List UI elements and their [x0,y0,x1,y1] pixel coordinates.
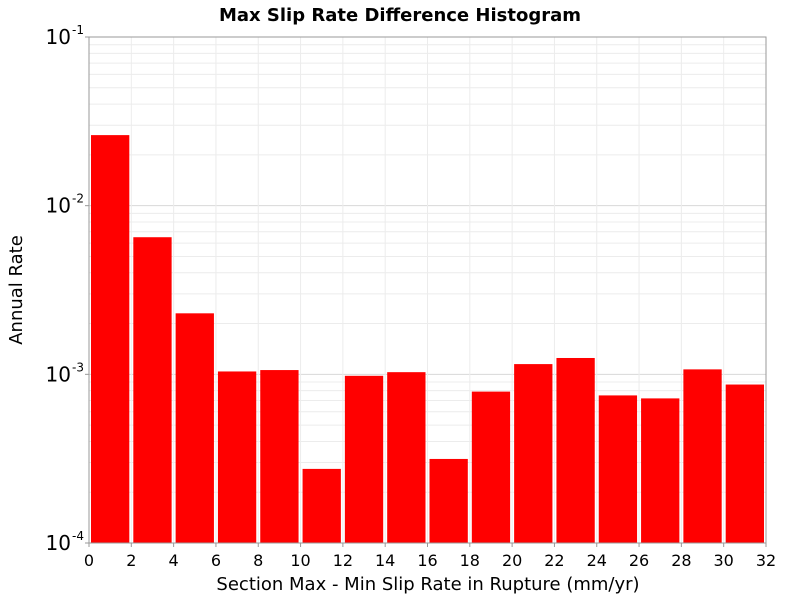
x-tick-label: 8 [253,551,263,570]
bars-group [91,135,764,543]
y-tick-label: 10 -3 [46,360,84,386]
histogram-bar [641,398,680,543]
y-tick-base: 10 [46,194,71,218]
histogram-bar [175,313,214,543]
y-tick-exponent: -1 [72,23,84,37]
y-tick-base: 10 [46,531,71,555]
x-tick-label: 24 [587,551,607,570]
histogram-bar [260,370,299,543]
y-tick-base: 10 [46,362,71,386]
x-tick-label: 4 [169,551,179,570]
x-axis-ticks: 0 2 4 6 8 10 12 14 16 18 20 22 24 26 28 30 32 [84,543,776,570]
histogram-bar [471,391,511,543]
y-tick-base: 10 [46,25,71,49]
x-tick-label: 2 [126,551,136,570]
x-tick-label: 30 [714,551,734,570]
x-tick-label: 16 [417,551,437,570]
x-tick-label: 6 [211,551,221,570]
x-tick-label: 0 [84,551,94,570]
x-tick-label: 28 [671,551,691,570]
x-tick-label: 12 [333,551,353,570]
histogram-bar [725,384,764,543]
x-tick-label: 22 [544,551,564,570]
x-tick-label: 10 [290,551,310,570]
histogram-bar [387,372,426,543]
x-tick-label: 20 [502,551,522,570]
y-tick-exponent: -2 [72,192,84,206]
y-tick-label: 10 -2 [46,192,84,218]
y-tick-exponent: -3 [72,360,84,374]
y-tick-label: 10 -4 [46,529,84,555]
x-tick-label: 32 [756,551,776,570]
x-tick-label: 26 [629,551,649,570]
histogram-bar [556,357,595,543]
y-axis-ticks: 10-410-310-210-1 [46,23,89,555]
y-tick-label: 10 -1 [46,23,84,49]
chart-title: Max Slip Rate Difference Histogram [219,5,581,26]
histogram-bar [598,395,638,543]
histogram-bar [217,371,257,543]
x-tick-label: 14 [375,551,395,570]
histogram-bar [683,369,722,543]
histogram-bar [302,468,341,543]
histogram-bar [344,375,384,543]
y-axis-label: Annual Rate [6,235,27,345]
histogram-bar [514,364,553,543]
x-axis-label: Section Max - Min Slip Rate in Rupture (… [216,574,639,595]
y-tick-exponent: -4 [72,529,84,543]
histogram-bar [429,458,468,543]
histogram-bar [133,237,172,543]
histogram-bar [91,135,130,543]
x-tick-label: 18 [460,551,480,570]
